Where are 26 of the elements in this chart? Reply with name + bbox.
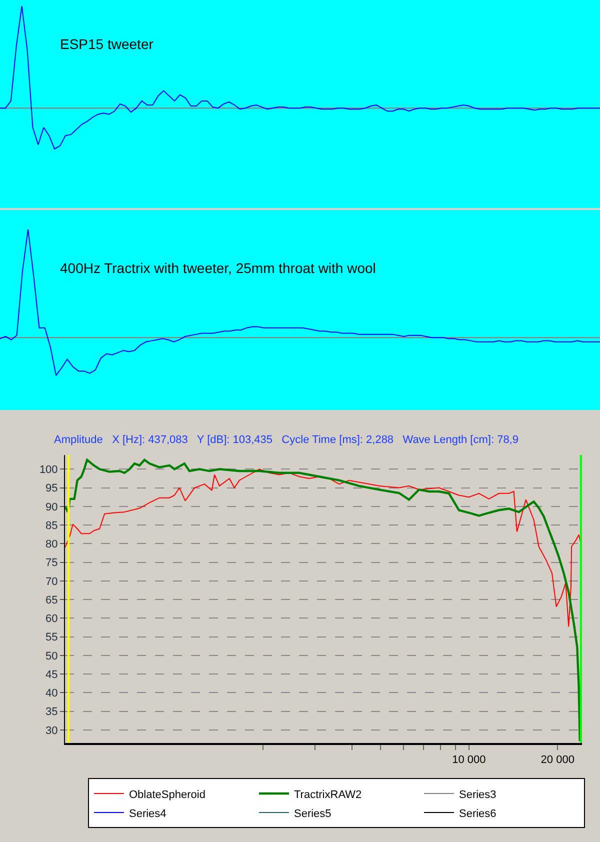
legend-label: OblateSpheroid [129,788,206,801]
y-tick-label: 75 [46,557,58,570]
text: ESP15 tweeter [60,36,154,52]
y-tick-label: 40 [46,688,58,700]
y-tick-label: 65 [46,594,58,606]
y-tick-label: 55 [46,632,58,644]
y-tick-label: 35 [46,706,58,718]
legend-label: Series3 [459,788,496,801]
legend-label: Series6 [459,808,496,820]
y-tick-label: 45 [46,668,58,681]
y-tick-label: 60 [46,613,58,626]
y-tick-label: 80 [46,538,58,551]
x-tick-label: 20 000 [540,754,574,766]
legend-label: Series4 [129,808,166,820]
y-tick-label: 70 [46,576,58,588]
y-tick-label: 30 [46,724,58,737]
y-tick-label: 85 [46,520,58,532]
y-tick-label: 100 [39,464,58,476]
y-tick-label: 50 [46,650,58,662]
x-tick-label: 10 000 [452,754,486,766]
chart-title: Amplitude X [Hz]: 437,083 Y [dB]: 103,435 Cycle Time [ms]: 2,288 Wave Length [cm]: 78,9 [54,434,518,446]
legend-label: TractrixRAW2 [294,788,362,801]
legend-label: Series5 [294,808,332,820]
y-tick-label: 90 [46,501,58,514]
y-tick-label: 95 [46,482,58,495]
text: 400Hz Tractrix with tweeter, 25mm throat with wool [60,260,376,276]
